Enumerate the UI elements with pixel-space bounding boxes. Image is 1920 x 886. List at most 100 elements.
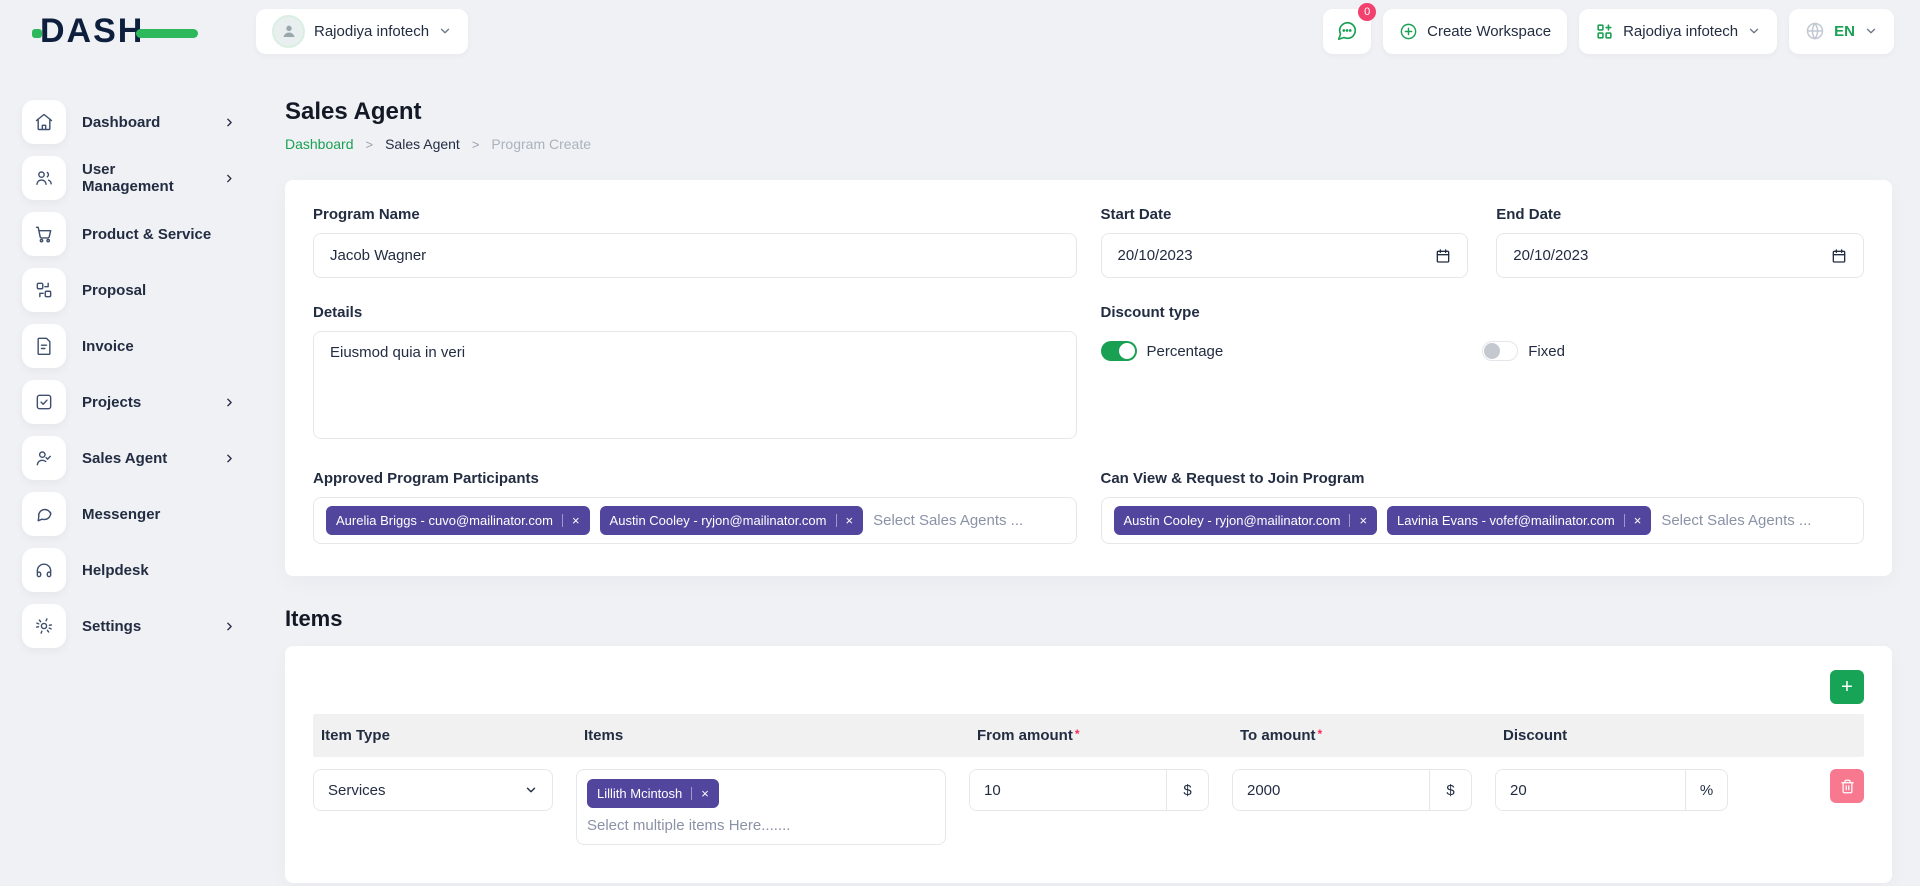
program-form-card: Program Name Start Date 20/10/2023 End D… — [285, 180, 1892, 576]
participant-tag: Lavinia Evans - vofef@mailinator.com × — [1387, 506, 1652, 535]
can-view-request-field: Can View & Request to Join Program Austi… — [1100, 470, 1864, 544]
breadcrumb-current: Program Create — [491, 136, 592, 152]
headphones-icon — [22, 548, 66, 592]
chevron-down-icon — [1750, 28, 1759, 34]
participant-tag: Austin Cooley - ryjon@mailinator.com × — [1113, 506, 1378, 535]
workspace-menu-label: Rajodiya infotech — [1623, 22, 1739, 40]
tag-remove-icon[interactable]: × — [691, 787, 709, 800]
from-amount-input[interactable] — [970, 770, 1166, 810]
can-view-request-label: Can View & Request to Join Program — [1100, 470, 1365, 487]
discount-group: % — [1495, 769, 1728, 811]
messages-badge: 0 — [1358, 2, 1377, 21]
end-date-field: End Date 20/10/2023 — [1496, 206, 1864, 278]
page-title: Sales Agent — [285, 98, 422, 125]
calendar-icon[interactable] — [1831, 248, 1847, 264]
cart-icon — [22, 212, 66, 256]
tag-remove-icon[interactable]: × — [1349, 514, 1367, 527]
to-amount-group: $ — [1232, 769, 1472, 811]
workspace-selector[interactable]: Rajodiya infotech — [256, 8, 469, 54]
sidebar-item-label: Projects — [82, 393, 142, 411]
sidebar-item-proposal[interactable]: Proposal — [22, 262, 242, 318]
program-name-label: Program Name — [313, 206, 420, 223]
approved-participants-select[interactable]: Aurelia Briggs - cuvo@mailinator.com × A… — [313, 497, 1077, 544]
breadcrumb: Dashboard > Sales Agent > Program Create — [285, 136, 1892, 152]
tag-remove-icon[interactable]: × — [561, 514, 580, 527]
to-amount-currency: $ — [1429, 770, 1471, 810]
globe-icon — [1806, 22, 1824, 40]
discount-unit: % — [1685, 770, 1727, 810]
discount-type-toggles: Percentage Fixed — [1100, 341, 1865, 361]
sidebar-item-dashboard[interactable]: Dashboard — [22, 94, 242, 150]
sidebar-item-product-service[interactable]: Product & Service — [22, 206, 242, 262]
chevron-right-icon — [227, 174, 232, 182]
tag-label: Lillith Mcintosh — [597, 786, 683, 801]
toggle-off-switch[interactable] — [1482, 341, 1519, 361]
discount-input[interactable] — [1496, 770, 1685, 810]
sidebar-item-label: Dashboard — [82, 113, 161, 131]
breadcrumb-separator: > — [471, 136, 480, 152]
language-selector[interactable]: EN — [1789, 8, 1894, 54]
start-date-input[interactable]: 20/10/2023 — [1100, 233, 1469, 278]
can-view-request-select[interactable]: Austin Cooley - ryjon@mailinator.com × L… — [1100, 497, 1864, 544]
topbar: DASH Rajodiya infotech 0 Create Workspac… — [0, 0, 1920, 62]
workspace-grid-icon — [1597, 23, 1612, 39]
calendar-icon[interactable] — [1435, 248, 1451, 264]
select-placeholder: Select Sales Agents ... — [1661, 512, 1812, 529]
logo-accent-dot — [32, 28, 42, 38]
tag-remove-icon[interactable]: × — [835, 514, 853, 527]
percentage-toggle-label: Percentage — [1146, 342, 1224, 360]
sidebar-item-messenger[interactable]: Messenger — [22, 486, 242, 542]
create-workspace-label: Create Workspace — [1427, 22, 1552, 40]
create-workspace-button[interactable]: Create Workspace — [1383, 8, 1568, 54]
items-toolbar: + — [313, 670, 1864, 704]
check-square-icon — [22, 380, 66, 424]
chevron-right-icon — [227, 118, 232, 126]
end-date-value: 20/10/2023 — [1513, 247, 1589, 264]
items-multiselect[interactable]: Lillith Mcintosh × Select multiple items… — [576, 769, 946, 845]
column-discount: Discount — [1503, 727, 1568, 744]
chevron-down-icon — [526, 787, 536, 793]
item-type-select[interactable]: Services — [313, 769, 553, 811]
sidebar: Dashboard User Management Product & Serv… — [0, 62, 260, 654]
percentage-toggle[interactable]: Percentage — [1100, 341, 1483, 361]
sidebar-item-user-management[interactable]: User Management — [22, 150, 242, 206]
start-date-label: Start Date — [1100, 206, 1172, 223]
language-label: EN — [1834, 22, 1855, 40]
column-to-amount: To amount * — [1240, 727, 1323, 744]
sidebar-item-projects[interactable]: Projects — [22, 374, 242, 430]
plus-circle-icon — [1400, 23, 1417, 39]
main-content: Sales Agent Dashboard > Sales Agent > Pr… — [260, 62, 1920, 883]
gear-icon — [22, 604, 66, 648]
workspace-selector-label: Rajodiya infotech — [314, 22, 430, 40]
delete-row-button[interactable] — [1830, 769, 1864, 803]
users-icon — [22, 156, 66, 200]
toggle-on-switch[interactable] — [1100, 341, 1137, 361]
workspace-menu-button[interactable]: Rajodiya infotech — [1579, 8, 1778, 54]
program-name-input[interactable] — [313, 233, 1077, 278]
tag-remove-icon[interactable]: × — [1623, 514, 1641, 527]
details-textarea[interactable]: Eiusmod quia in veri — [313, 331, 1077, 439]
home-icon — [22, 100, 66, 144]
to-amount-input[interactable] — [1233, 770, 1429, 810]
sidebar-item-label: Sales Agent — [82, 449, 168, 467]
add-item-button[interactable]: + — [1830, 670, 1864, 704]
breadcrumb-dashboard-link[interactable]: Dashboard — [285, 136, 354, 152]
end-date-input[interactable]: 20/10/2023 — [1496, 233, 1864, 278]
sidebar-item-helpdesk[interactable]: Helpdesk — [22, 542, 242, 598]
column-items: Items — [584, 727, 624, 744]
approved-participants-label: Approved Program Participants — [313, 470, 539, 487]
participant-tag: Austin Cooley - ryjon@mailinator.com × — [599, 506, 864, 535]
app-logo[interactable]: DASH — [32, 12, 200, 51]
sidebar-item-label: Messenger — [82, 505, 161, 523]
start-date-field: Start Date 20/10/2023 — [1100, 206, 1469, 278]
sidebar-item-label: Proposal — [82, 281, 147, 299]
breadcrumb-separator: > — [365, 136, 374, 152]
messages-button[interactable]: 0 — [1323, 2, 1377, 54]
fixed-toggle[interactable]: Fixed — [1482, 341, 1864, 361]
breadcrumb-sales-agent[interactable]: Sales Agent — [385, 136, 460, 152]
sidebar-item-settings[interactable]: Settings — [22, 598, 242, 654]
sidebar-item-label: User Management — [82, 161, 174, 195]
select-placeholder: Select Sales Agents ... — [873, 512, 1024, 529]
sidebar-item-invoice[interactable]: Invoice — [22, 318, 242, 374]
sidebar-item-sales-agent[interactable]: Sales Agent — [22, 430, 242, 486]
